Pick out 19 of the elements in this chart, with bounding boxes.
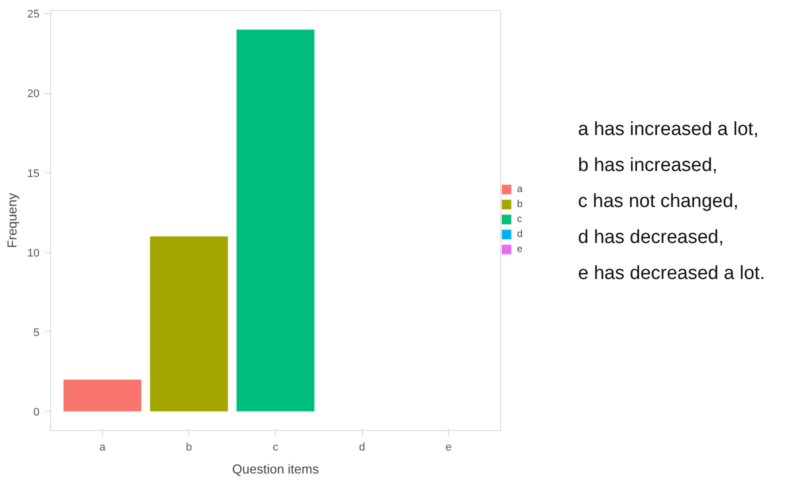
y-axis-title: Frequeny [4, 192, 20, 248]
y-tick-label: 0 [33, 406, 40, 418]
annotations: a has increased a lot, b has increased, c has not changed, d has decreased, e has decreased a lot. [578, 118, 766, 286]
legend-label: d [517, 228, 524, 240]
y-tick-label: 15 [27, 168, 40, 180]
legend-label: a [517, 183, 524, 195]
legend-label: c [517, 213, 523, 225]
y-tick-label: 25 [27, 8, 40, 21]
x-axis-title: Question items [232, 462, 320, 476]
x-tick-label: e [446, 442, 452, 454]
x-tick-label: c [272, 442, 279, 454]
y-tick-label: 5 [33, 326, 40, 339]
legend-label: b [517, 198, 524, 210]
x-tick-label: b [186, 442, 192, 454]
y-tick-label: 10 [27, 247, 40, 260]
x-tick-label: a [99, 442, 106, 454]
legend-label: e [517, 243, 524, 255]
x-tick-label: d [358, 442, 366, 454]
y-tick-label: 20 [27, 88, 40, 100]
